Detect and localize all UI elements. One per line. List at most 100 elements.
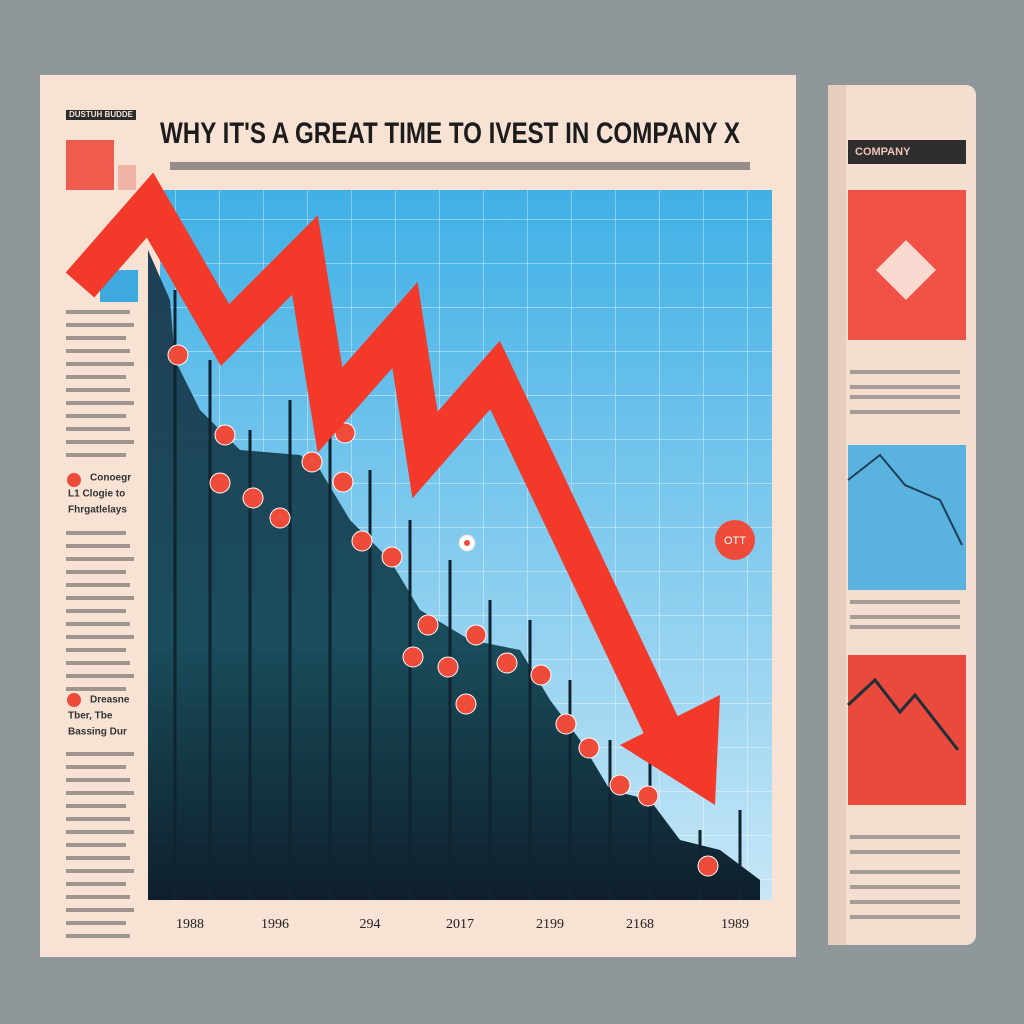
subhead-lines [170, 162, 750, 170]
note-line: Bassing Dur [68, 727, 127, 738]
note-line: Tber, Tbe [68, 711, 113, 722]
x-label: 2199 [536, 917, 564, 932]
note-line: Conoegr [90, 473, 131, 484]
text-line [66, 388, 130, 392]
x-label: 2168 [626, 917, 654, 932]
roll-chart-red [848, 655, 966, 805]
note-line: Dreasne [90, 695, 130, 706]
masthead: DUSTUH BUDDE [69, 110, 134, 119]
text-line [66, 440, 134, 444]
text-line [66, 661, 130, 665]
trend-arrow [65, 172, 693, 764]
text-line [850, 915, 960, 919]
text-line [66, 570, 126, 574]
roll-chart [848, 445, 966, 590]
dot [455, 693, 477, 715]
dot [242, 487, 264, 509]
text-line [66, 765, 126, 769]
text-line [66, 349, 130, 353]
dot [167, 344, 189, 366]
roll-chart-line [846, 677, 960, 751]
text-line [850, 370, 960, 374]
roll-text [850, 370, 960, 919]
text-line [850, 410, 960, 414]
text-line [850, 835, 960, 839]
text-line [66, 869, 134, 873]
text-line [66, 453, 126, 457]
x-label: 2017 [446, 917, 474, 932]
bullet [67, 693, 81, 707]
text-line [66, 544, 130, 548]
text-line [850, 615, 960, 619]
text-line [66, 622, 130, 626]
roll-chart-line [847, 453, 963, 546]
text-line [66, 791, 134, 795]
note-line: L1 Clogie to [68, 489, 125, 500]
column-text [66, 310, 134, 938]
text-line [66, 674, 134, 678]
text-line [66, 752, 134, 756]
dot [637, 785, 659, 807]
text-line [66, 557, 134, 561]
text-line [850, 870, 960, 874]
roll-header [848, 140, 966, 164]
dot [209, 472, 231, 494]
dot [332, 471, 354, 493]
text-line [850, 600, 960, 604]
text-line [850, 385, 960, 389]
roll-section: COMPANY [855, 146, 911, 158]
roll-shadow [828, 85, 846, 945]
dot [437, 656, 459, 678]
text-line [66, 336, 126, 340]
x-label: 1988 [176, 917, 204, 932]
sidebar-note: Conoegr L1 Clogie to Fhrgatlelays Dreasn… [67, 473, 131, 738]
text-line [850, 850, 960, 854]
dot [697, 855, 719, 877]
dot [351, 530, 373, 552]
dot [464, 540, 470, 546]
text-line [66, 856, 130, 860]
text-line [66, 830, 134, 834]
text-line [66, 375, 126, 379]
x-label: 1989 [721, 917, 749, 932]
dot [465, 624, 487, 646]
chart-spikes [173, 290, 742, 900]
chart-dots [167, 344, 719, 877]
text-line [66, 882, 126, 886]
dot [381, 546, 403, 568]
masthead-bar [66, 110, 136, 120]
dot [609, 774, 631, 796]
text-line [66, 843, 126, 847]
note-line: Fhrgatlelays [68, 505, 127, 516]
text-line [66, 596, 134, 600]
bullet [67, 473, 81, 487]
roll-icon [876, 240, 936, 300]
dot [496, 652, 518, 674]
badge-text: OTT [724, 535, 746, 547]
text-line [850, 885, 960, 889]
badge [715, 520, 755, 560]
x-labels: 1988 1996 294 2017 2199 2168 1989 [176, 917, 749, 932]
dot [301, 451, 323, 473]
text-line [850, 625, 960, 629]
text-line [66, 921, 126, 925]
dot [530, 664, 552, 686]
red-block [66, 140, 114, 190]
dot [555, 713, 577, 735]
decline-area [148, 250, 760, 900]
dot [402, 646, 424, 668]
x-label: 294 [360, 917, 381, 932]
headline: WHY IT'S A GREAT TIME TO IVEST IN COMPAN… [160, 117, 740, 150]
text-line [66, 583, 130, 587]
dot [269, 507, 291, 529]
arrow-head [620, 695, 720, 805]
text-line [66, 635, 134, 639]
dot [214, 424, 236, 446]
text-line [850, 900, 960, 904]
dot [578, 737, 600, 759]
text-line [66, 362, 134, 366]
dot [417, 614, 439, 636]
red-block [118, 165, 136, 190]
text-line [66, 804, 126, 808]
x-label: 1996 [261, 917, 289, 932]
